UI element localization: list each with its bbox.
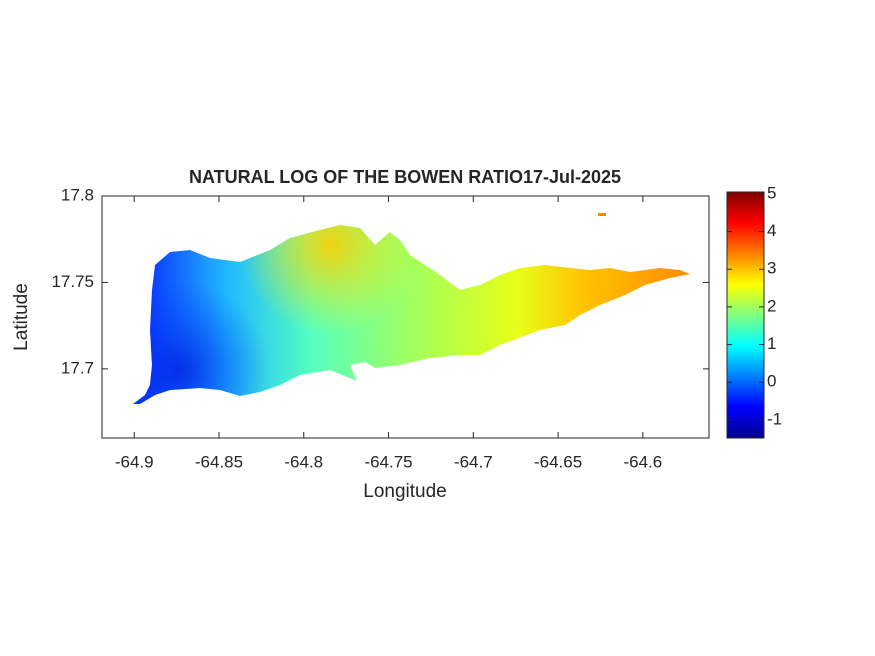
x-tick-label: -64.65	[534, 452, 582, 471]
x-axis-label: Longitude	[363, 481, 446, 502]
x-tick-label: -64.85	[195, 452, 243, 471]
y-tick-label: 17.7	[61, 358, 94, 377]
colorbar-tick-label: 5	[767, 183, 776, 202]
x-tick-label: -64.6	[623, 452, 662, 471]
colorbar-tick-label: 3	[767, 259, 776, 278]
x-tick-label: -64.8	[284, 452, 323, 471]
colorbar	[726, 191, 765, 439]
x-tick-label: -64.75	[364, 452, 412, 471]
colorbar-tick-label: -1	[767, 409, 782, 428]
colorbar-tick-label: 2	[767, 296, 776, 315]
x-tick-label: -64.7	[454, 452, 493, 471]
x-tick-label: -64.9	[115, 452, 154, 471]
y-tick-label: 17.75	[51, 272, 94, 291]
islet	[598, 213, 606, 216]
colorbar-tick-label: 4	[767, 221, 776, 240]
y-axis-label: Latitude	[11, 283, 32, 351]
y-tick-label: 17.8	[61, 185, 94, 204]
colorbar-tick-label: 0	[767, 372, 776, 391]
chart-title: NATURAL LOG OF THE BOWEN RATIO17-Jul-202…	[189, 167, 621, 187]
colorbar-tick-label: 1	[767, 334, 776, 353]
